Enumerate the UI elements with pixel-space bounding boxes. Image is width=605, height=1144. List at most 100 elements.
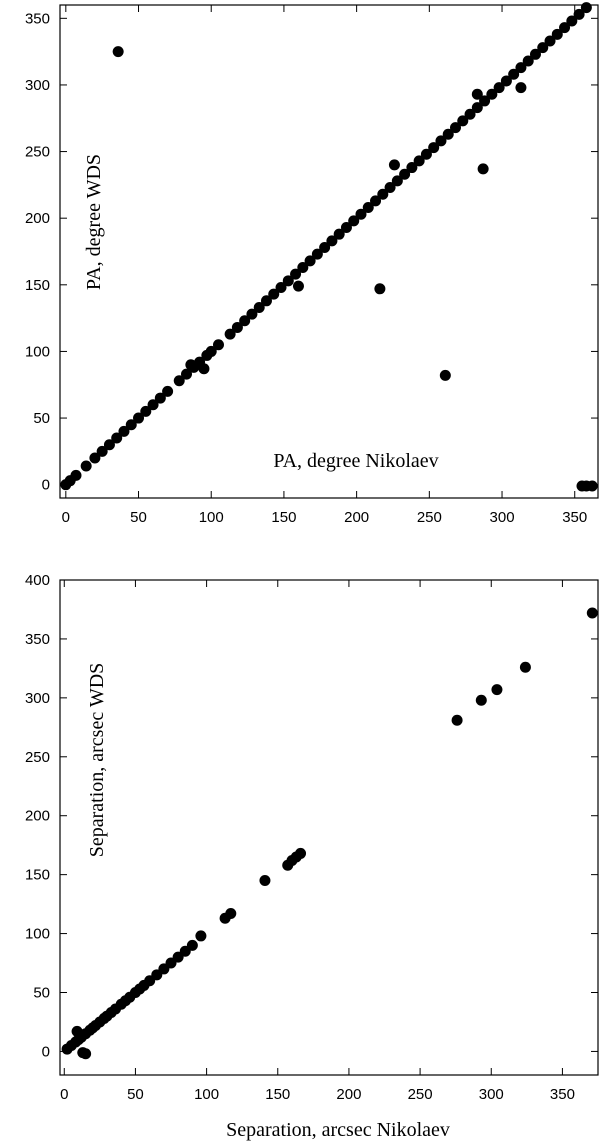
data-point <box>566 15 578 27</box>
data-point <box>70 469 82 481</box>
x-tick-label: 50 <box>130 509 147 526</box>
data-point <box>515 62 527 74</box>
chart-1: 0 50 100 150 200 250 300 350 0 50 100 150 200 250 300 3… <box>25 2 599 526</box>
data-point <box>304 255 316 267</box>
y-tick-label: 200 <box>25 808 50 825</box>
data-point <box>292 280 304 292</box>
data-point <box>326 235 338 247</box>
data-point <box>231 321 243 333</box>
data-point <box>125 419 137 431</box>
x-axis-title: Separation, arcsec Nikolaev <box>226 1119 450 1141</box>
data-point <box>80 1048 92 1060</box>
data-point <box>205 345 217 357</box>
y-tick-label: 50 <box>33 410 50 427</box>
data-point <box>311 248 323 260</box>
data-point <box>500 75 512 87</box>
data-point <box>519 661 531 673</box>
data-point <box>224 328 236 340</box>
data-point <box>259 875 271 887</box>
data-point <box>112 46 124 58</box>
data-point <box>118 425 130 437</box>
data-point <box>319 242 331 254</box>
data-point <box>268 288 280 300</box>
data-point <box>185 359 197 371</box>
data-point <box>198 363 210 375</box>
data-point <box>195 930 207 942</box>
data-points <box>61 607 598 1060</box>
x-tick-label: 300 <box>490 509 515 526</box>
data-point <box>388 159 400 171</box>
data-point <box>186 939 198 951</box>
y-tick-label: 0 <box>42 477 50 494</box>
data-point <box>479 95 491 107</box>
data-point <box>275 281 287 293</box>
data-point <box>333 228 345 240</box>
x-tick-label: 350 <box>550 1086 575 1103</box>
data-point <box>486 88 498 100</box>
data-point <box>89 452 101 464</box>
y-tick-label: 100 <box>25 343 50 360</box>
data-point <box>246 308 258 320</box>
data-point <box>173 375 185 387</box>
x-axis-title: PA, degree Nikolaev <box>273 450 438 472</box>
data-point <box>181 368 193 380</box>
x-tick-label: 150 <box>265 1086 290 1103</box>
data-point <box>260 295 272 307</box>
data-point <box>457 115 469 127</box>
y-tick-label: 250 <box>25 144 50 161</box>
y-tick-label: 300 <box>25 690 50 707</box>
y-tick-label: 300 <box>25 77 50 94</box>
data-point <box>450 122 462 134</box>
data-point <box>147 399 159 411</box>
data-point <box>340 222 352 234</box>
data-point <box>133 412 145 424</box>
data-point <box>537 42 549 54</box>
y-tick-label: 400 <box>25 572 50 589</box>
x-tick-label: 0 <box>62 509 70 526</box>
x-tick-label: 0 <box>60 1086 68 1103</box>
data-point <box>391 175 403 187</box>
data-point <box>451 714 463 726</box>
data-point <box>374 283 386 295</box>
x-tick-label: 200 <box>336 1086 361 1103</box>
data-point <box>475 694 487 706</box>
data-point <box>491 684 503 696</box>
data-point <box>508 68 520 80</box>
data-point <box>471 102 483 114</box>
data-point <box>428 142 440 154</box>
y-tick-label: 150 <box>25 867 50 884</box>
x-tick-label: 200 <box>344 509 369 526</box>
data-point <box>413 155 425 167</box>
data-point <box>154 392 166 404</box>
data-point <box>290 268 302 280</box>
data-point <box>103 439 115 451</box>
data-point <box>580 2 592 14</box>
y-axis-title: PA, degree WDS <box>83 154 105 290</box>
y-tick-label: 0 <box>42 1043 50 1060</box>
data-point <box>573 8 585 20</box>
plot-frame <box>59 579 599 1076</box>
data-point <box>295 847 307 859</box>
data-point <box>384 182 396 194</box>
data-point <box>529 48 541 60</box>
data-point <box>586 480 598 492</box>
data-point <box>80 460 92 472</box>
data-points <box>60 2 598 492</box>
data-point <box>464 108 476 120</box>
data-point <box>439 369 451 381</box>
plot-frame <box>59 4 599 499</box>
data-point <box>399 168 411 180</box>
data-point <box>370 195 382 207</box>
y-tick-label: 350 <box>25 10 50 27</box>
data-point <box>162 385 174 397</box>
chart-2: 0 50 100 150 200 250 300 350 0 50 100 150 200 250 300 3… <box>25 572 599 1141</box>
data-point <box>297 261 309 273</box>
y-axis-title: Separation, arcsec WDS <box>86 663 108 858</box>
data-point <box>348 215 360 227</box>
x-tick-label: 100 <box>194 1086 219 1103</box>
data-point <box>435 135 447 147</box>
data-point <box>355 208 367 220</box>
data-point <box>471 88 483 100</box>
data-point <box>544 35 556 47</box>
